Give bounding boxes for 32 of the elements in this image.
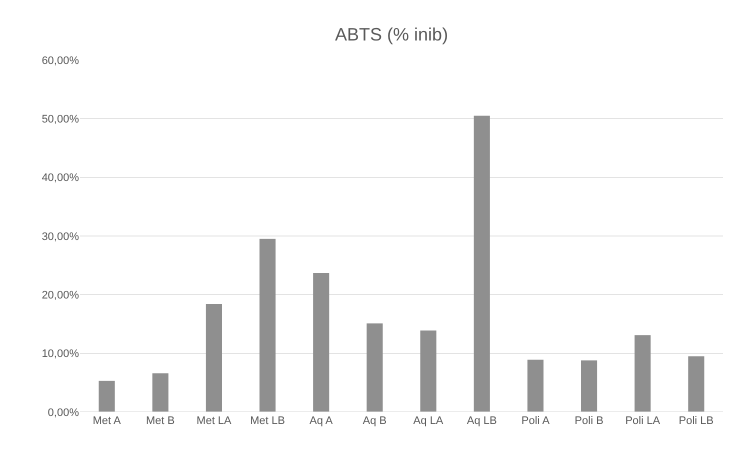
bar — [474, 116, 490, 412]
bar — [366, 323, 383, 412]
bar — [313, 272, 330, 412]
x-tick-label: Met LB — [250, 415, 285, 427]
y-tick-label: 40,00% — [42, 172, 80, 184]
bar — [260, 238, 276, 412]
bar — [688, 356, 704, 412]
bar — [527, 360, 544, 412]
bar — [634, 335, 651, 412]
x-tick-label: Aq LB — [466, 415, 497, 427]
y-tick-label: 0,00% — [48, 406, 80, 419]
y-tick-label: 20,00% — [42, 290, 80, 302]
bar — [206, 304, 222, 412]
x-tick-label: Poli B — [574, 415, 604, 427]
x-tick-label: Aq LA — [413, 415, 444, 427]
y-tick-label: 30,00% — [42, 230, 80, 243]
bar — [581, 360, 598, 412]
x-tick-label: Met A — [92, 415, 122, 427]
bar — [98, 380, 115, 412]
y-tick-label: 50,00% — [42, 114, 80, 126]
x-tick-label: Poli A — [521, 415, 550, 427]
chart-title: ABTS (% inib) — [335, 24, 448, 44]
y-tick-label: 60,00% — [42, 54, 80, 67]
x-tick-label: Met LA — [196, 415, 232, 427]
x-tick-label: Aq B — [362, 415, 387, 427]
x-tick-label: Met B — [146, 415, 175, 427]
y-tick-label: 10,00% — [42, 348, 80, 360]
x-tick-label: Aq A — [310, 415, 334, 427]
x-tick-label: Poli LA — [625, 415, 661, 427]
bar — [420, 330, 436, 412]
bar — [152, 373, 168, 412]
x-tick-label: Poli LB — [678, 415, 714, 427]
